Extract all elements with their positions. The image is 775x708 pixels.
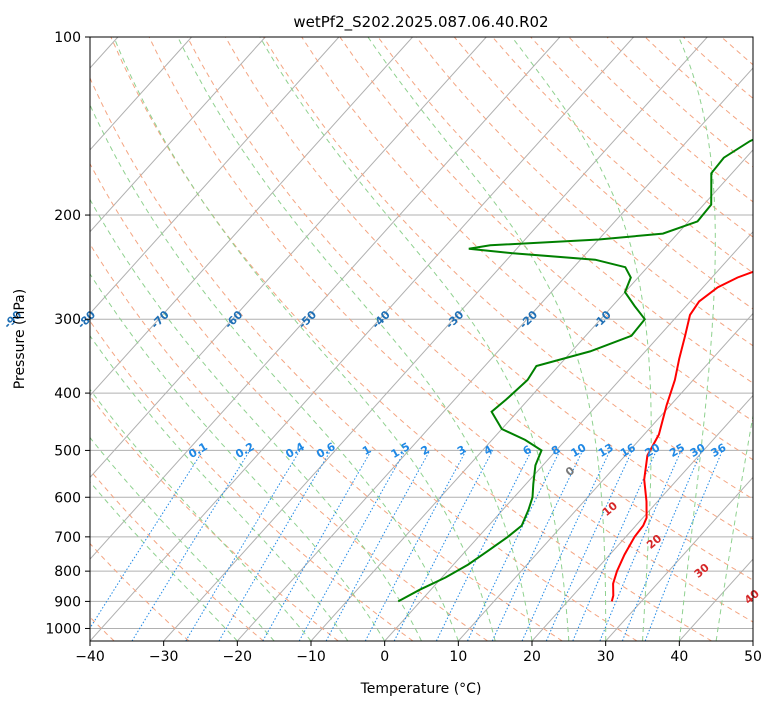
mixing-ratio-line xyxy=(262,450,372,641)
x-tick-label: −40 xyxy=(75,649,105,665)
dry-adiabat-line xyxy=(90,243,488,641)
isotherm-line xyxy=(531,394,753,641)
isotherm-line xyxy=(90,37,413,397)
dry-adiabat-line xyxy=(263,37,753,500)
dry-adiabat-line xyxy=(415,37,753,347)
y-tick-label: 700 xyxy=(54,530,81,546)
y-axis-label: Pressure (hPa) xyxy=(12,289,28,389)
isotherm-line xyxy=(90,37,192,151)
isotherm-line xyxy=(384,231,753,641)
isotherm-line xyxy=(90,37,266,233)
isotherm-line xyxy=(163,37,708,641)
isotherm-line xyxy=(605,476,753,641)
mixing-ratio-line xyxy=(644,450,723,641)
isotherm-line xyxy=(90,37,487,479)
dry-adiabat-line xyxy=(90,469,264,641)
mixing-ratio-line xyxy=(599,450,682,641)
dewpoint-profile-line xyxy=(397,138,753,603)
grid-layer xyxy=(90,37,753,641)
mixing-ratio-line xyxy=(185,450,301,641)
isotherm-line xyxy=(236,67,753,641)
y-tick-label: 200 xyxy=(54,208,81,224)
moist-adiabat-line xyxy=(259,37,570,641)
mixing-ratio-line xyxy=(521,450,611,641)
mixing-ratio-line xyxy=(572,450,657,641)
x-tick-label: −20 xyxy=(223,649,253,665)
mixing-ratio-line xyxy=(621,450,703,641)
x-tick-label: 30 xyxy=(597,649,615,665)
moist-adiabat-line xyxy=(90,436,275,641)
y-tick-label: 400 xyxy=(54,386,81,402)
moist-adiabat-line xyxy=(90,198,422,641)
moist-adiabat-line xyxy=(367,37,607,641)
mixing-ratio-line xyxy=(325,450,431,641)
dry-adiabat-line xyxy=(110,37,712,641)
y-tick-label: 900 xyxy=(54,594,81,610)
x-tick-label: 0 xyxy=(380,649,389,665)
mixing-ratio-line xyxy=(90,450,204,629)
dry-adiabat-line xyxy=(186,37,753,581)
x-tick-label: 40 xyxy=(670,649,688,665)
moist-adiabat-line xyxy=(90,388,312,641)
y-tick-label: 800 xyxy=(54,564,81,580)
x-axis-label: Temperature (°C) xyxy=(360,681,482,697)
dry-adiabat-line xyxy=(148,37,753,623)
plot-frame xyxy=(89,36,754,642)
moist-adiabat-line xyxy=(90,273,386,641)
dry-adiabat-line xyxy=(90,395,339,641)
moist-adiabat-line xyxy=(715,413,753,641)
y-tick-label: 600 xyxy=(54,490,81,506)
isotherm-line xyxy=(90,37,561,560)
x-tick-label: −10 xyxy=(296,649,326,665)
x-tick-label: −30 xyxy=(149,649,179,665)
isotherm-line xyxy=(457,312,753,641)
mixing-ratio-line xyxy=(393,450,494,641)
moist-adiabat-line xyxy=(113,37,496,641)
x-tick-label: 10 xyxy=(449,649,467,665)
moist-adiabat-line xyxy=(177,37,533,641)
dry-adiabat-line xyxy=(90,76,638,641)
dry-adiabat-line xyxy=(301,37,753,461)
y-tick-label: 300 xyxy=(54,312,81,328)
mixing-ratio-line xyxy=(131,450,251,641)
dry-adiabat-line xyxy=(224,37,753,540)
series-layer xyxy=(397,138,753,603)
moist-adiabat-line xyxy=(90,103,459,641)
x-tick-label: 20 xyxy=(523,649,541,665)
y-tick-label: 1000 xyxy=(45,621,81,637)
y-tick-label: 500 xyxy=(54,443,81,459)
dry-adiabat-line xyxy=(90,162,563,641)
moist-adiabat-line xyxy=(90,481,238,641)
mixing-ratio-line xyxy=(467,450,561,641)
temperature-profile-line xyxy=(610,270,753,602)
moist-adiabat-line xyxy=(678,37,716,641)
mixing-ratio-line xyxy=(491,450,584,641)
chart-title: wetPf2_S202.2025.087.06.40.R02 xyxy=(293,13,548,32)
mixing-ratio-line xyxy=(364,450,467,641)
mixing-ratio-line xyxy=(545,450,633,641)
y-tick-label: 100 xyxy=(54,30,81,46)
moist-adiabat-line xyxy=(511,37,652,641)
x-tick-label: 50 xyxy=(744,649,762,665)
axis-layer: −40 −30 −20 −10 0 10 20 30 40 50 1000 900 800 700 600 5… xyxy=(45,30,762,665)
isotherm-line xyxy=(90,37,340,315)
mixing-ratio-line xyxy=(298,450,406,641)
